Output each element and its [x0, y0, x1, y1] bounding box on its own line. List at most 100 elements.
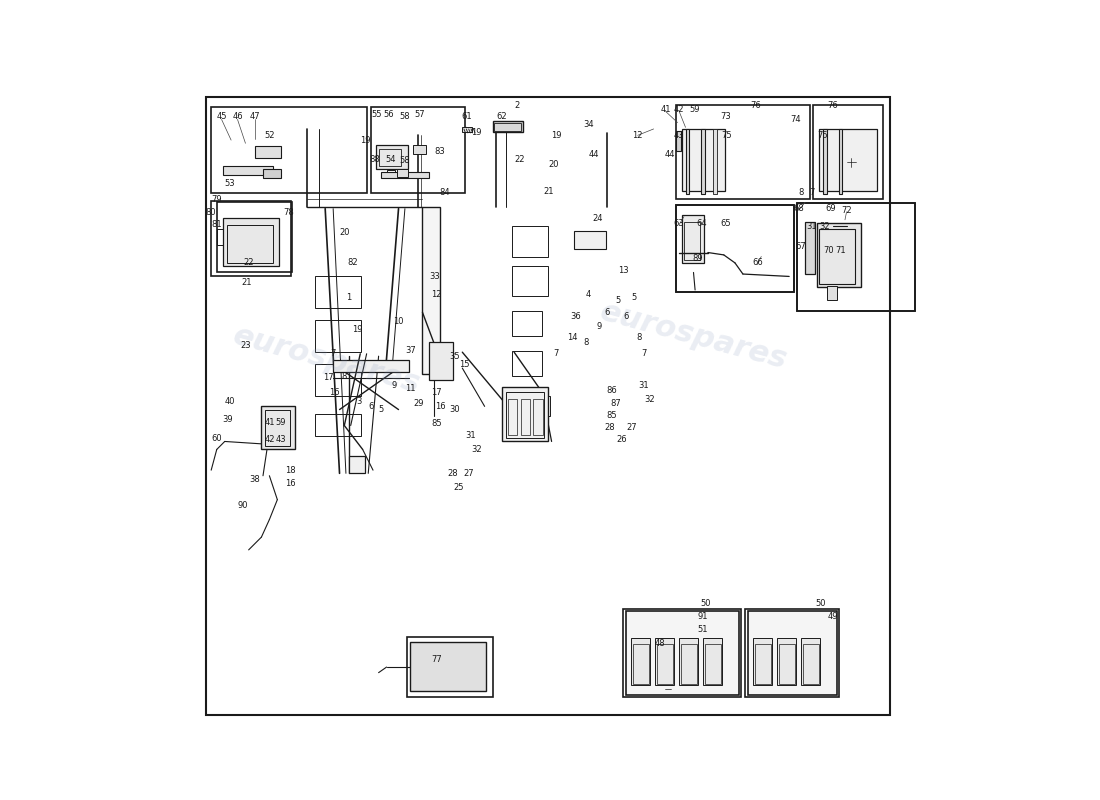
- Text: 21: 21: [242, 278, 252, 286]
- Circle shape: [664, 685, 672, 693]
- Text: 31: 31: [465, 431, 475, 440]
- Bar: [705, 644, 720, 684]
- Bar: [746, 609, 839, 697]
- Polygon shape: [742, 263, 759, 273]
- Text: 1: 1: [346, 294, 352, 302]
- Bar: [333, 360, 409, 372]
- Text: 76: 76: [827, 101, 838, 110]
- Bar: [206, 97, 890, 715]
- Text: 42: 42: [674, 105, 684, 114]
- Text: 2: 2: [514, 101, 519, 110]
- Bar: [656, 638, 674, 686]
- Text: 16: 16: [434, 402, 446, 411]
- Circle shape: [825, 243, 849, 267]
- Bar: [676, 205, 794, 292]
- Bar: [520, 399, 530, 435]
- Text: 5: 5: [378, 405, 384, 414]
- Text: 30: 30: [449, 405, 460, 414]
- Text: 53: 53: [224, 178, 234, 188]
- Bar: [422, 207, 440, 374]
- Bar: [748, 611, 837, 695]
- Text: 50: 50: [701, 598, 711, 608]
- Bar: [429, 342, 453, 380]
- Text: 8: 8: [799, 188, 804, 198]
- Bar: [508, 399, 517, 435]
- Bar: [813, 105, 883, 199]
- Text: 21: 21: [543, 186, 553, 196]
- Text: 72: 72: [842, 206, 851, 214]
- Text: 88: 88: [370, 154, 379, 164]
- Bar: [376, 145, 408, 169]
- Text: 7: 7: [641, 350, 647, 358]
- Text: 31: 31: [806, 222, 817, 230]
- Text: 59: 59: [690, 105, 701, 114]
- Text: 51: 51: [697, 625, 708, 634]
- Bar: [255, 146, 280, 158]
- Text: 36: 36: [570, 312, 581, 321]
- Bar: [493, 121, 522, 132]
- Text: 64: 64: [696, 218, 707, 227]
- Text: 44: 44: [664, 150, 674, 159]
- Text: 85: 85: [431, 419, 442, 429]
- Text: 39: 39: [222, 415, 232, 425]
- Text: 19: 19: [472, 128, 482, 137]
- Bar: [534, 399, 542, 435]
- Text: 9: 9: [392, 381, 397, 390]
- Text: 52: 52: [264, 131, 275, 140]
- Text: 41: 41: [264, 418, 275, 427]
- Circle shape: [681, 114, 710, 143]
- Text: 16: 16: [329, 387, 340, 397]
- Text: 23: 23: [240, 342, 251, 350]
- Text: 7: 7: [553, 350, 559, 358]
- Text: 43: 43: [674, 131, 684, 140]
- Text: 27: 27: [626, 423, 637, 433]
- Text: 18: 18: [286, 466, 296, 474]
- Text: 77: 77: [431, 654, 442, 663]
- Bar: [262, 406, 295, 450]
- Text: 87: 87: [610, 399, 620, 409]
- Text: 46: 46: [232, 113, 243, 122]
- Bar: [265, 410, 290, 446]
- Text: 32: 32: [471, 445, 482, 454]
- Bar: [681, 644, 696, 684]
- Text: 33: 33: [429, 272, 440, 281]
- Text: 81: 81: [211, 220, 222, 229]
- Bar: [512, 396, 550, 416]
- Bar: [315, 320, 361, 352]
- Text: 26: 26: [616, 435, 627, 444]
- Text: 20: 20: [339, 228, 350, 237]
- Text: 19: 19: [551, 131, 562, 140]
- Text: 10: 10: [394, 318, 404, 326]
- Text: 76: 76: [750, 101, 761, 110]
- Polygon shape: [670, 133, 705, 145]
- Text: 73: 73: [720, 113, 730, 122]
- Bar: [227, 225, 274, 263]
- Bar: [315, 414, 361, 436]
- Bar: [803, 644, 818, 684]
- Circle shape: [813, 231, 861, 279]
- Text: 59: 59: [275, 418, 286, 427]
- Bar: [688, 131, 692, 151]
- Text: 6: 6: [623, 312, 628, 321]
- Text: 29: 29: [414, 399, 424, 409]
- Text: 54: 54: [385, 154, 396, 164]
- Text: 32: 32: [820, 222, 830, 230]
- Text: 6: 6: [605, 308, 610, 317]
- Text: 3: 3: [356, 397, 362, 406]
- Bar: [838, 129, 842, 194]
- Polygon shape: [217, 140, 258, 162]
- Text: 78: 78: [283, 208, 294, 217]
- Text: 8: 8: [342, 371, 346, 381]
- Text: 5: 5: [631, 294, 636, 302]
- Bar: [676, 131, 681, 151]
- Text: 89: 89: [692, 254, 703, 262]
- Bar: [223, 166, 273, 175]
- Bar: [805, 222, 815, 274]
- Circle shape: [802, 212, 818, 228]
- Bar: [211, 106, 366, 193]
- Text: 6: 6: [367, 402, 373, 411]
- Text: 22: 22: [243, 258, 254, 267]
- Bar: [827, 286, 837, 300]
- Text: 25: 25: [453, 483, 463, 492]
- Text: 22: 22: [515, 154, 525, 164]
